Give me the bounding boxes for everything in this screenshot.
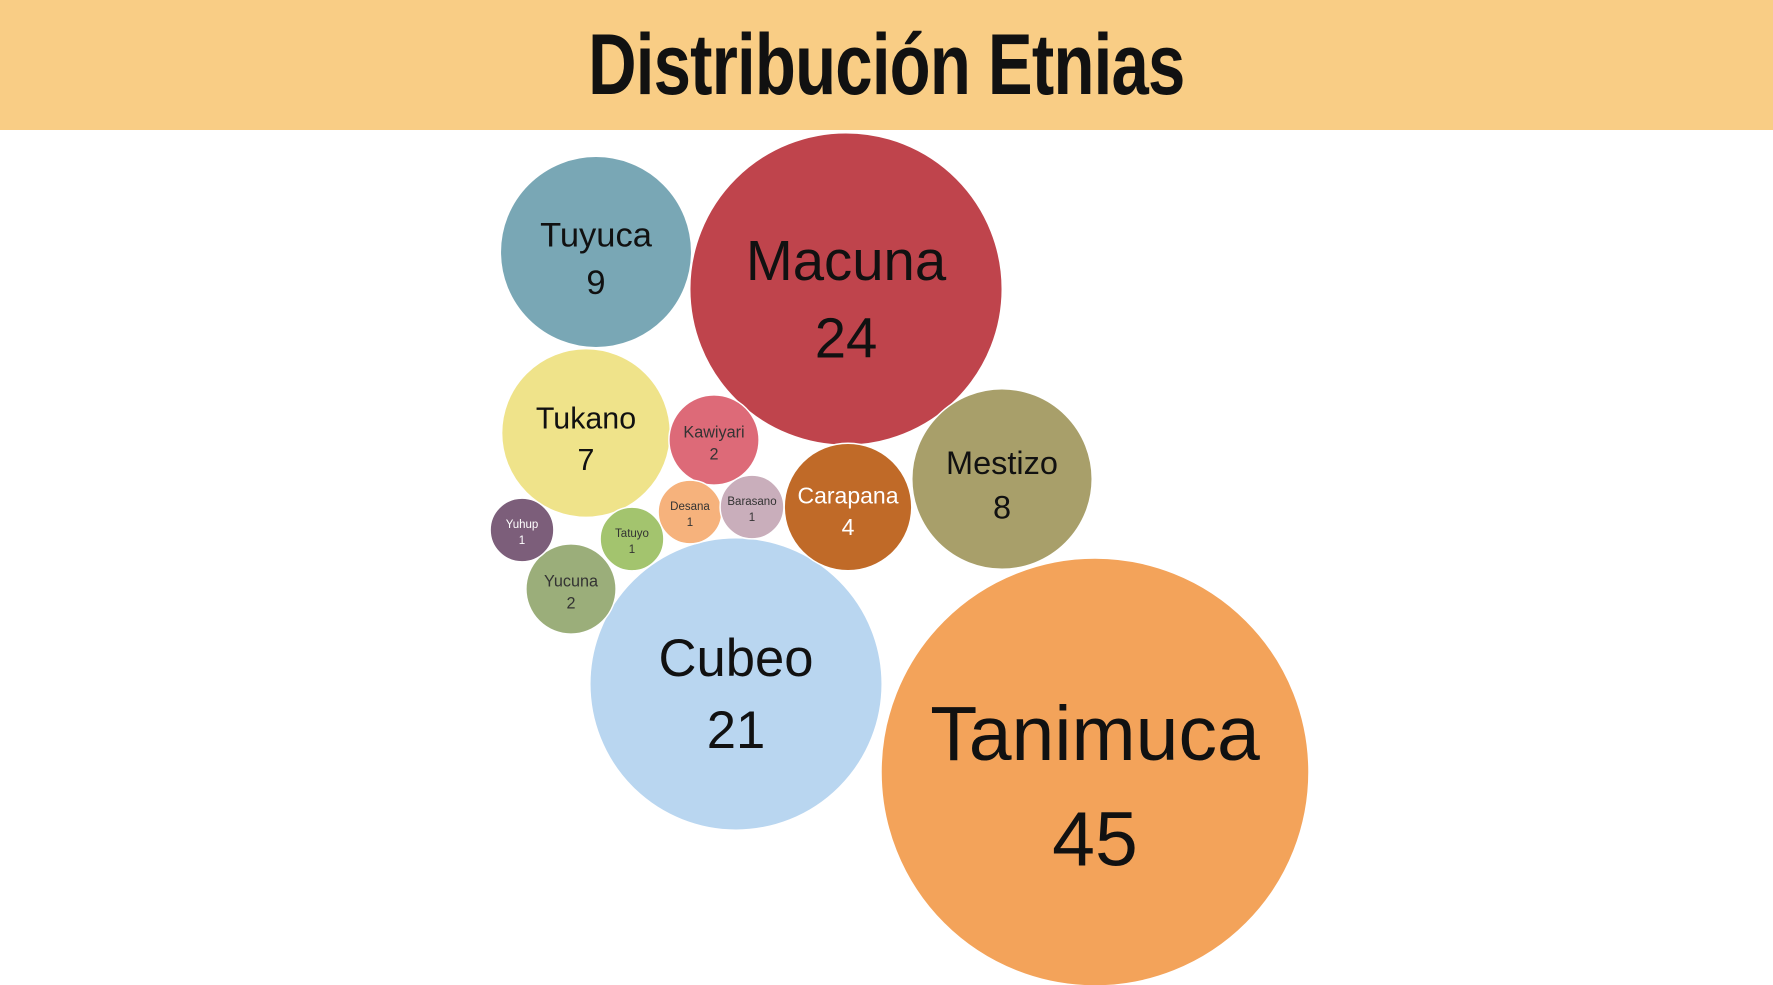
bubble-value-desana: 1 bbox=[687, 517, 693, 529]
bubble-value-tukano: 7 bbox=[578, 443, 595, 477]
bubble-value-carapana: 4 bbox=[842, 514, 855, 540]
bubble-value-mestizo: 8 bbox=[993, 489, 1011, 525]
bubble-circle-tatuyo bbox=[599, 506, 665, 572]
bubble-label-desana: Desana bbox=[670, 501, 710, 513]
bubble-barasano: Barasano 1 bbox=[719, 474, 785, 540]
title-bar: Distribución Etnias bbox=[0, 0, 1773, 130]
bubble-label-kawiyari: Kawiyari bbox=[683, 423, 744, 441]
bubble-macuna: Macuna 24 bbox=[688, 131, 1004, 447]
bubble-desana: Desana 1 bbox=[657, 479, 723, 545]
bubble-carapana: Carapana 4 bbox=[783, 442, 913, 572]
bubble-tanimuca: Tanimuca 45 bbox=[880, 557, 1310, 985]
bubble-value-yucuna: 2 bbox=[566, 595, 575, 613]
bubble-label-cubeo: Cubeo bbox=[659, 629, 814, 688]
bubble-label-macuna: Macuna bbox=[746, 229, 947, 292]
bubble-circle-yuhup bbox=[489, 497, 555, 563]
bubble-tuyuca: Tuyuca 9 bbox=[499, 155, 693, 349]
bubble-value-cubeo: 21 bbox=[707, 701, 766, 760]
bubble-circle-yucuna bbox=[525, 543, 617, 635]
bubble-cubeo: Cubeo 21 bbox=[589, 537, 883, 831]
bubble-value-macuna: 24 bbox=[815, 306, 878, 369]
bubble-kawiyari: Kawiyari 2 bbox=[668, 394, 760, 486]
bubble-label-yucuna: Yucuna bbox=[544, 572, 598, 590]
bubble-mestizo: Mestizo 8 bbox=[911, 388, 1093, 570]
bubble-yuhup: Yuhup 1 bbox=[489, 497, 555, 563]
bubble-label-tatuyo: Tatuyo bbox=[615, 528, 649, 540]
chart-title: Distribución Etnias bbox=[588, 16, 1185, 113]
bubble-label-barasano: Barasano bbox=[727, 496, 776, 508]
bubble-value-yuhup: 1 bbox=[519, 535, 525, 547]
bubble-value-tanimuca: 45 bbox=[1052, 797, 1138, 883]
bubble-circle-kawiyari bbox=[668, 394, 760, 486]
bubble-label-tukano: Tukano bbox=[536, 401, 636, 435]
bubble-circle-tuyuca bbox=[499, 155, 693, 349]
bubble-value-barasano: 1 bbox=[749, 512, 755, 524]
bubble-label-carapana: Carapana bbox=[797, 482, 898, 508]
bubble-label-mestizo: Mestizo bbox=[946, 445, 1058, 481]
bubble-value-kawiyari: 2 bbox=[709, 446, 718, 464]
bubble-value-tatuyo: 1 bbox=[629, 544, 635, 556]
bubble-circle-tanimuca bbox=[880, 557, 1310, 985]
bubble-circle-mestizo bbox=[911, 388, 1093, 570]
bubble-tukano: Tukano 7 bbox=[500, 347, 672, 519]
bubble-tatuyo: Tatuyo 1 bbox=[599, 506, 665, 572]
bubble-circle-cubeo bbox=[589, 537, 883, 831]
bubble-value-tuyuca: 9 bbox=[586, 264, 605, 302]
bubble-label-yuhup: Yuhup bbox=[506, 519, 539, 531]
bubble-yucuna: Yucuna 2 bbox=[525, 543, 617, 635]
bubble-label-tanimuca: Tanimuca bbox=[930, 691, 1260, 777]
bubble-circle-barasano bbox=[719, 474, 785, 540]
bubble-label-tuyuca: Tuyuca bbox=[540, 217, 653, 255]
